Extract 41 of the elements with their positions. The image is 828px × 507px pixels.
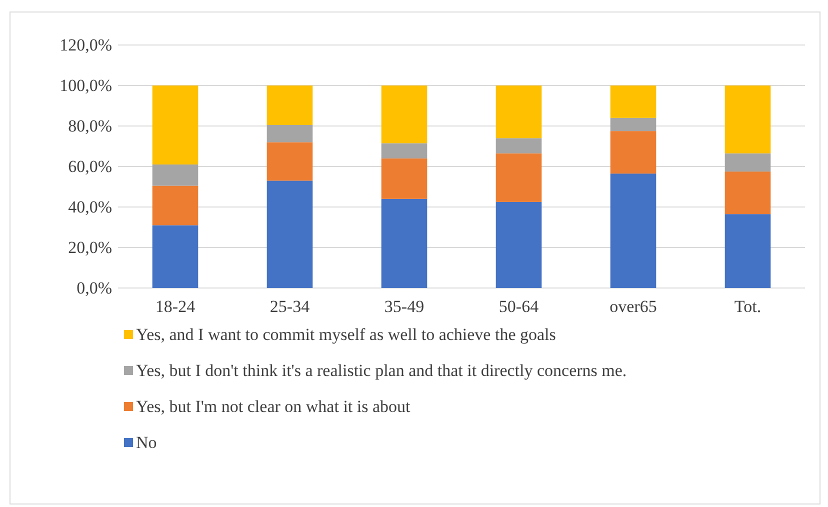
bar — [152, 164, 198, 186]
bar — [266, 142, 313, 181]
bar — [496, 202, 542, 288]
y-tick-label: 0,0% — [76, 278, 112, 298]
bar — [724, 153, 771, 172]
x-tick-label: 35-49 — [384, 297, 424, 316]
x-tick-label: 25-34 — [270, 297, 310, 316]
bar — [381, 143, 428, 158]
y-tick-label: 60,0% — [68, 156, 112, 176]
bar — [610, 131, 656, 174]
bar — [610, 118, 656, 132]
bar — [381, 198, 428, 288]
bar — [610, 174, 656, 288]
legend-label: Yes, but I don't think it's a realistic plan and that it directly concerns me. — [136, 361, 627, 380]
legend-label: No — [136, 433, 157, 452]
bar — [381, 158, 428, 199]
bar — [724, 86, 771, 154]
y-tick-label: 100,0% — [60, 76, 112, 95]
x-tick-label: 50-64 — [498, 297, 540, 316]
y-tick-label: 80,0% — [68, 116, 112, 136]
legend-label: Yes, but I'm not clear on what it is about — [136, 397, 411, 416]
bar — [266, 86, 313, 125]
y-tick-label: 20,0% — [68, 238, 112, 257]
y-tick-label: 40,0% — [68, 197, 112, 216]
bar — [152, 86, 198, 164]
bar — [496, 153, 542, 202]
x-tick-label: over65 — [610, 297, 657, 316]
bar — [381, 86, 428, 144]
y-tick-label: 120,0% — [60, 35, 112, 54]
bar — [496, 86, 542, 138]
bar — [152, 186, 198, 226]
bar — [724, 172, 771, 214]
legend-label: Yes, and I want to commit myself as well to achieve the goals — [136, 325, 556, 344]
x-tick-label: 18-24 — [155, 297, 196, 316]
bar — [266, 180, 313, 288]
bar — [610, 86, 656, 118]
bar — [724, 214, 771, 288]
bar — [152, 225, 198, 288]
bar — [266, 124, 313, 142]
bar — [496, 138, 542, 154]
x-tick-label: Tot. — [734, 297, 762, 316]
